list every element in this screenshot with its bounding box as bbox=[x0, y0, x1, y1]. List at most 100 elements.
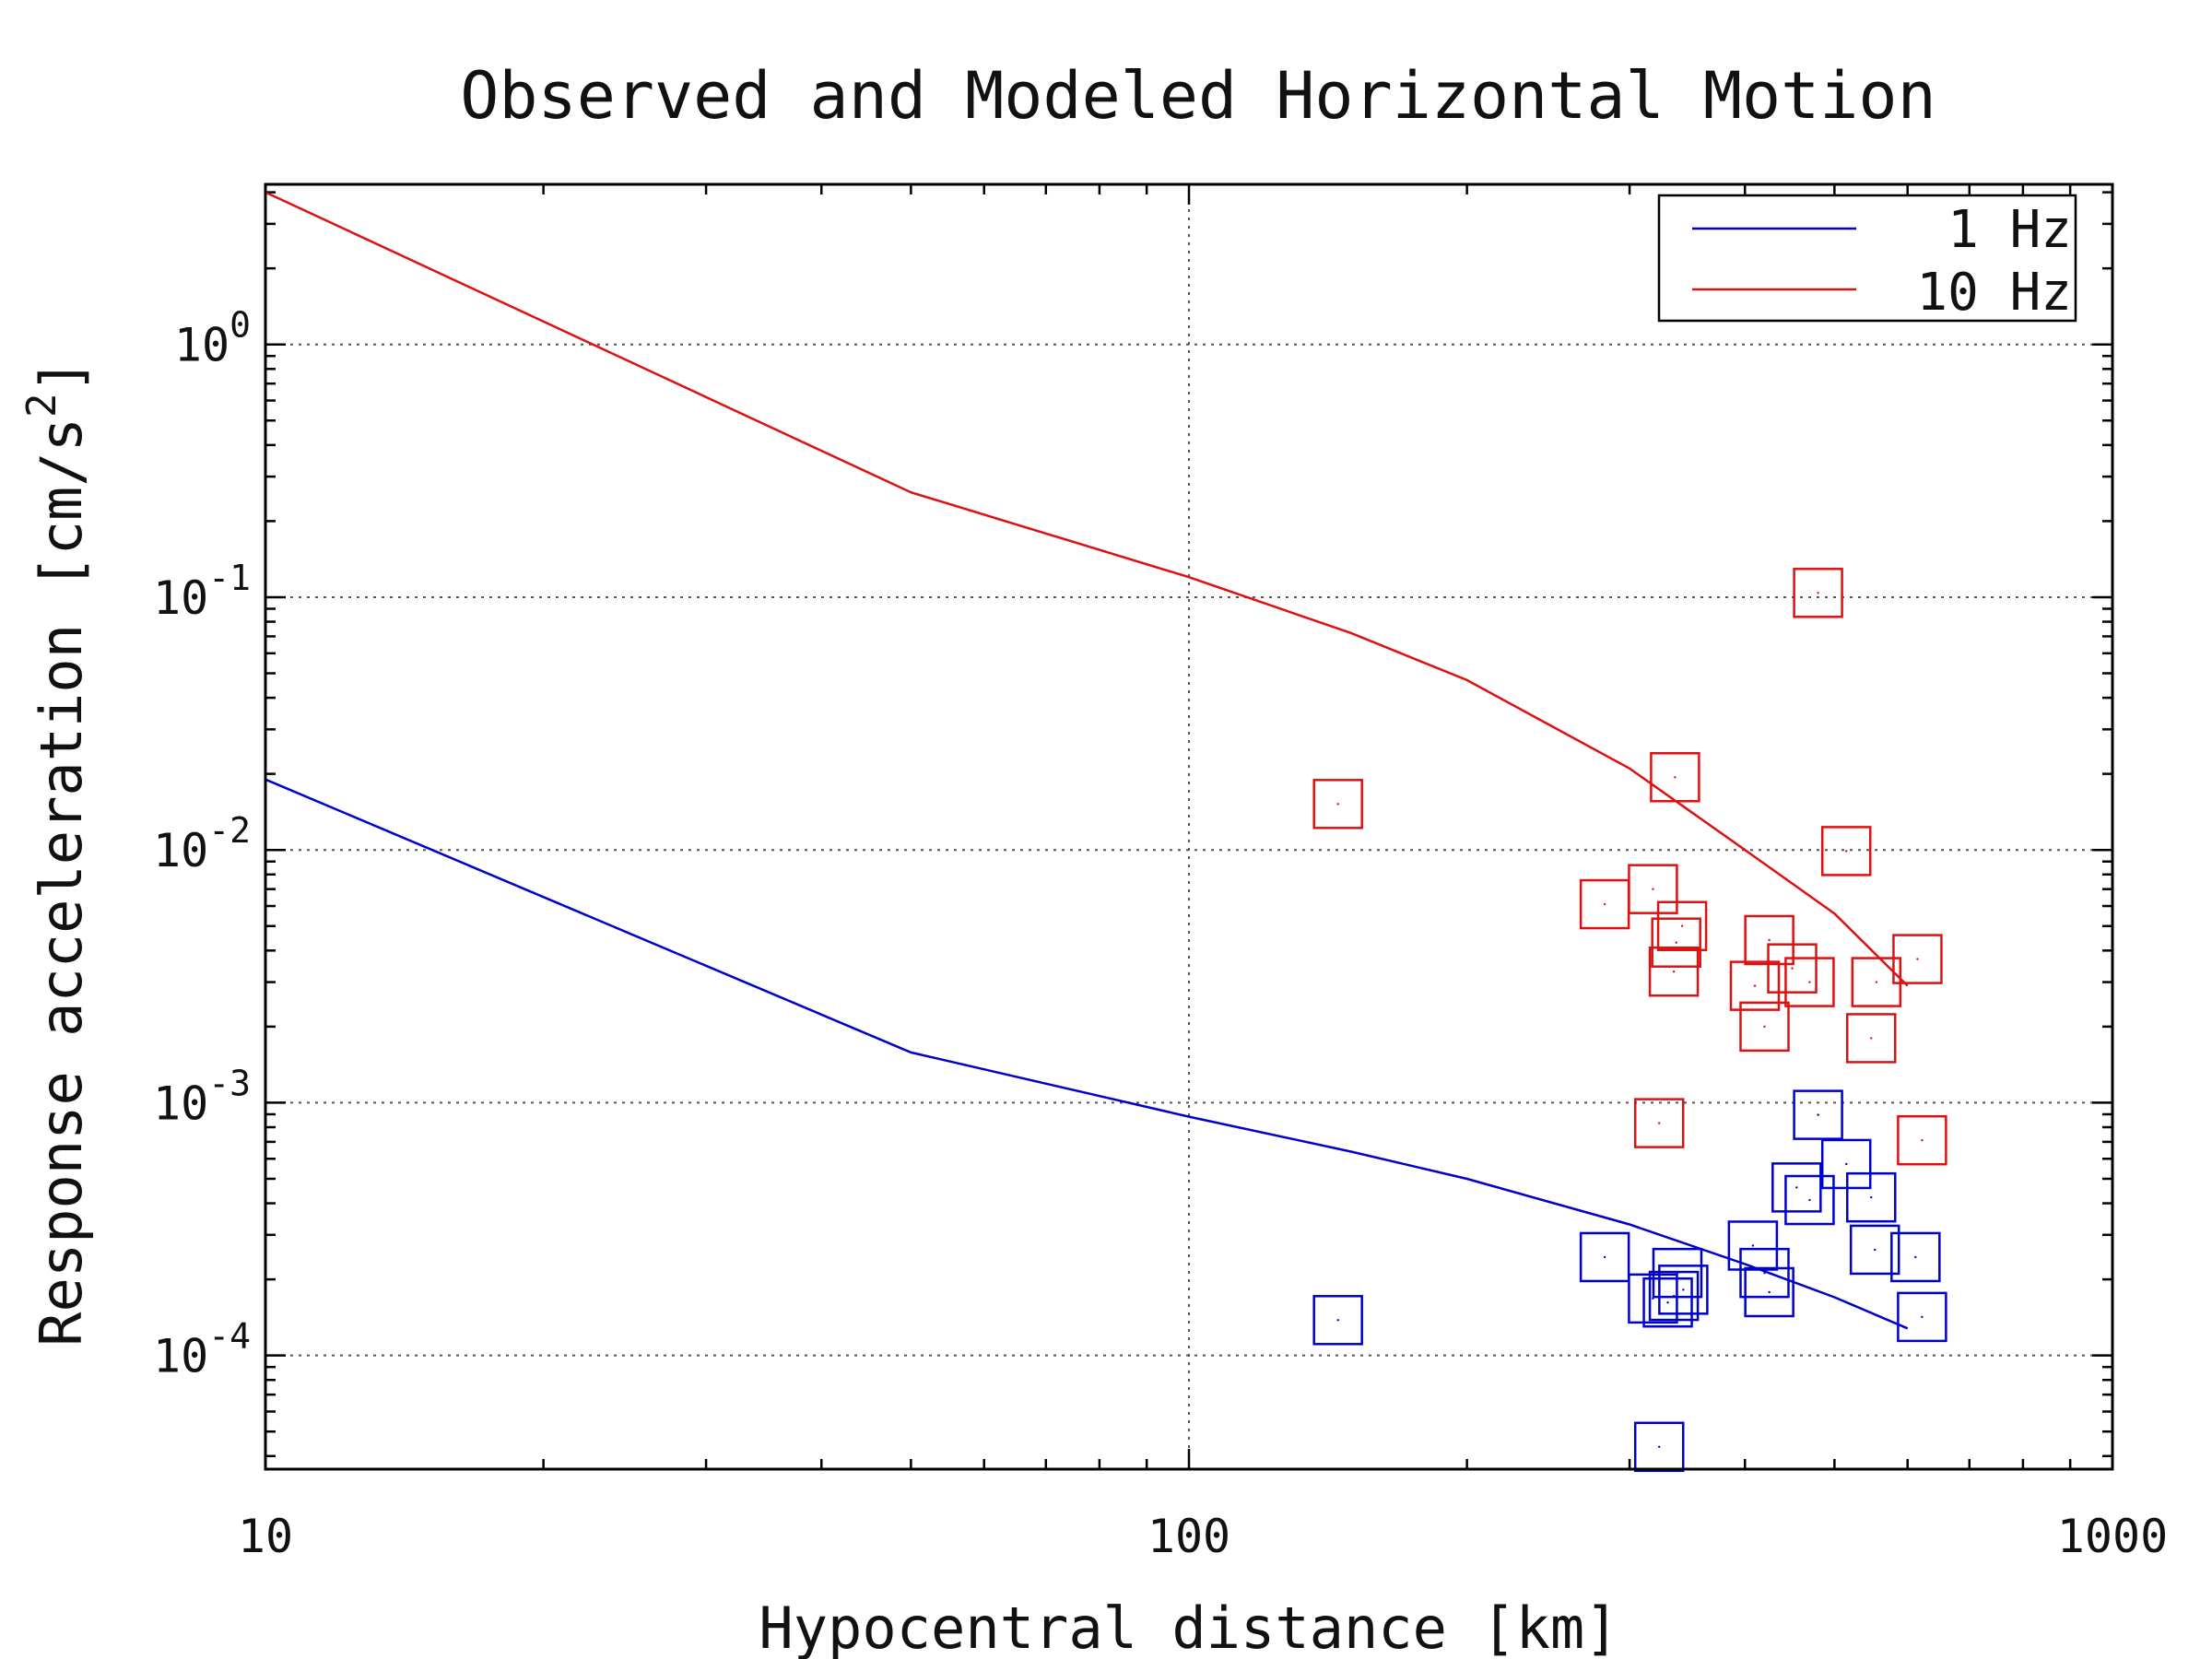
observed-point-center bbox=[1674, 776, 1677, 779]
observed-point bbox=[1579, 1231, 1630, 1283]
observed-point bbox=[1793, 1089, 1843, 1140]
observed-point-center bbox=[1672, 971, 1676, 973]
y-axis-label-sup: 2 bbox=[18, 393, 65, 418]
observed-point-center bbox=[1791, 967, 1794, 970]
observed-point bbox=[1767, 943, 1818, 994]
observed-point bbox=[1784, 1174, 1835, 1226]
y-axis-label: Response acceleration [cm/s2] bbox=[18, 359, 95, 1347]
y-tick-exponent: 0 bbox=[229, 305, 251, 346]
y-axis-label-end: ] bbox=[28, 359, 95, 393]
observed-point bbox=[1656, 900, 1708, 951]
y-tick-base: 10 bbox=[153, 1330, 208, 1383]
plot-frame bbox=[264, 182, 2114, 1471]
series-0 bbox=[265, 778, 1947, 1473]
legend-label-1hz: 1 Hz bbox=[1947, 200, 2072, 260]
observed-point-center bbox=[1753, 984, 1757, 987]
observed-point-center bbox=[1874, 1248, 1877, 1252]
observed-point-center bbox=[1845, 850, 1848, 853]
x-tick-label: 10 bbox=[238, 1510, 293, 1563]
observed-point-center bbox=[1808, 981, 1811, 983]
observed-point bbox=[1312, 779, 1363, 830]
x-axis-label: Hypocentral distance [km] bbox=[759, 1594, 1618, 1659]
observed-point bbox=[1771, 1162, 1822, 1213]
observed-point bbox=[1729, 960, 1781, 1011]
observed-point bbox=[1658, 1265, 1709, 1315]
observed-point bbox=[1739, 1001, 1790, 1053]
series-1 bbox=[265, 191, 1947, 1166]
grid-lines bbox=[265, 184, 2112, 1469]
observed-point bbox=[1784, 957, 1835, 1007]
observed-point bbox=[1897, 1291, 1947, 1343]
observed-point bbox=[1633, 1098, 1685, 1148]
legend-box bbox=[1657, 194, 2077, 323]
observed-point-center bbox=[1336, 1319, 1339, 1322]
observed-point bbox=[1628, 864, 1678, 914]
observed-point-center bbox=[1817, 1113, 1819, 1116]
y-tick-label: 100 bbox=[174, 305, 251, 372]
observed-point-center bbox=[1808, 1198, 1811, 1202]
y-tick-label: 10-1 bbox=[153, 558, 251, 625]
observed-point bbox=[1312, 1295, 1363, 1346]
observed-point-center bbox=[1916, 958, 1919, 960]
observed-point bbox=[1849, 1224, 1900, 1276]
observed-point-center bbox=[1336, 803, 1339, 806]
observed-point bbox=[1651, 917, 1701, 968]
observed-point bbox=[1820, 826, 1872, 877]
observed-point-center bbox=[1751, 1244, 1755, 1247]
observed-point bbox=[1890, 1231, 1941, 1283]
observed-point bbox=[1793, 568, 1843, 618]
observed-point bbox=[1642, 1277, 1693, 1328]
x-tick-label: 100 bbox=[1147, 1510, 1230, 1563]
y-tick-label: 10-4 bbox=[153, 1316, 251, 1383]
observed-point bbox=[1648, 946, 1700, 997]
observed-point-center bbox=[1817, 592, 1819, 594]
y-tick-base: 10 bbox=[153, 571, 208, 625]
model-line-1 bbox=[265, 191, 1909, 987]
observed-point-center bbox=[1914, 1255, 1917, 1259]
observed-point-center bbox=[1875, 981, 1877, 983]
model-line-0 bbox=[265, 778, 1909, 1330]
y-tick-exponent: -1 bbox=[208, 558, 251, 598]
legend: 1 Hz 10 Hz bbox=[1657, 194, 2077, 323]
observed-point bbox=[1739, 1247, 1790, 1299]
y-tick-exponent: -4 bbox=[208, 1316, 251, 1357]
chart-title: Observed and Modeled Horizontal Motion bbox=[460, 58, 1936, 134]
observed-point bbox=[1846, 1013, 1897, 1064]
observed-point bbox=[1892, 934, 1943, 984]
observed-point-center bbox=[1870, 1037, 1873, 1040]
observed-point-center bbox=[1768, 1290, 1771, 1294]
observed-point-center bbox=[1666, 1301, 1669, 1304]
y-tick-base: 10 bbox=[174, 319, 229, 372]
y-tick-exponent: -3 bbox=[208, 1063, 251, 1103]
observed-point-center bbox=[1658, 1122, 1661, 1124]
y-tick-label: 10-3 bbox=[153, 1063, 251, 1130]
observed-point-center bbox=[1921, 1315, 1924, 1319]
observed-point-center bbox=[1603, 902, 1606, 906]
observed-point-center bbox=[1682, 1288, 1685, 1291]
observed-point-center bbox=[1870, 1195, 1873, 1199]
x-tick-labels: 10 100 1000 bbox=[238, 1510, 2168, 1563]
observed-point bbox=[1633, 1421, 1685, 1473]
observed-point-center bbox=[1652, 888, 1654, 890]
observed-point-center bbox=[1658, 1445, 1661, 1448]
observed-point-center bbox=[1680, 924, 1684, 927]
observed-point-center bbox=[1763, 1025, 1766, 1029]
observed-point-center bbox=[1763, 1271, 1766, 1275]
observed-point-center bbox=[1603, 1255, 1606, 1259]
y-tick-base: 10 bbox=[153, 1077, 208, 1130]
observed-point bbox=[1897, 1114, 1947, 1166]
y-axis-label-main: Response acceleration [cm/s bbox=[28, 418, 95, 1347]
x-tick-label: 1000 bbox=[2057, 1510, 2168, 1563]
observed-point-center bbox=[1795, 1186, 1798, 1189]
y-tick-exponent: -2 bbox=[208, 810, 251, 851]
observed-point bbox=[1846, 1171, 1897, 1223]
observed-point-center bbox=[1676, 1271, 1679, 1275]
plot-series bbox=[265, 191, 1947, 1473]
observed-point-center bbox=[1921, 1139, 1924, 1142]
legend-label-10hz: 10 Hz bbox=[1916, 263, 2072, 323]
observed-point bbox=[1727, 1220, 1779, 1271]
observed-point bbox=[1744, 1266, 1794, 1318]
y-tick-label: 10-2 bbox=[153, 810, 251, 877]
observed-point-center bbox=[1675, 941, 1677, 944]
